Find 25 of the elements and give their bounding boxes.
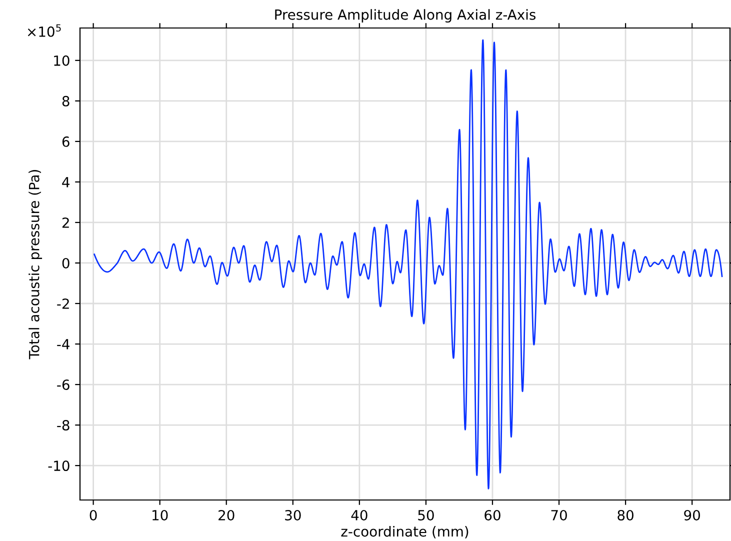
y-tick-label: 2 [62, 217, 69, 228]
y-tick-label: -2 [57, 298, 69, 309]
y-tick-label: -10 [48, 460, 70, 472]
y-tick-label: 0 [62, 258, 70, 268]
y-tick-label: 10 [54, 55, 70, 66]
y-tick-label: -6 [57, 380, 70, 390]
x-axis-title: z-coordinate (mm) [341, 526, 468, 538]
text: ×10$^{5}$ [28, 24, 61, 37]
y-tick-label: 6 [62, 136, 70, 147]
x-tick-label: 90 [684, 510, 700, 520]
y-tick-label: 4 [62, 177, 70, 188]
x-tick-label: 40 [351, 510, 368, 520]
x-tick-label: 70 [551, 510, 567, 520]
x-tick-label: 60 [484, 510, 500, 520]
y-tick-label: 8 [62, 96, 70, 106]
y-tick-label: -8 [57, 420, 70, 431]
x-tick-label: 30 [285, 510, 301, 520]
x-tick-label: 80 [618, 510, 634, 520]
x-tick-label: 0 [90, 510, 97, 520]
y-axis-title: Total acoustic pressure (Pa) [28, 170, 42, 360]
chart-title: Pressure Amplitude Along Axial z-Axis [275, 9, 536, 23]
x-tick-label: 10 [152, 510, 168, 520]
y-tick-label: -4 [57, 339, 70, 350]
x-tick-label: 50 [418, 510, 434, 520]
x-tick-label: 20 [218, 510, 234, 520]
